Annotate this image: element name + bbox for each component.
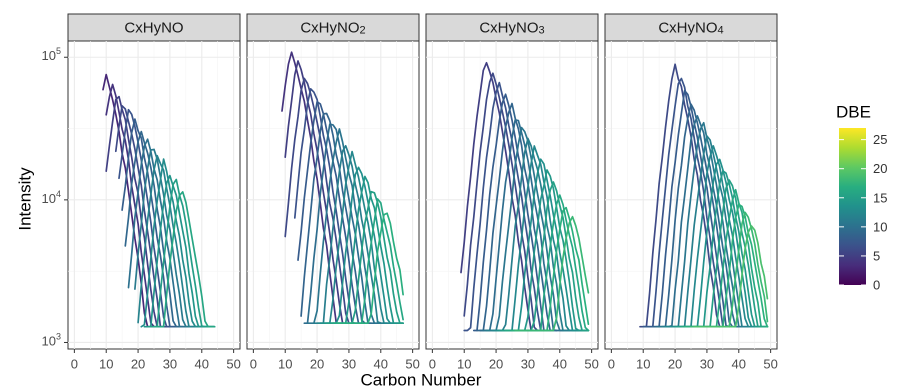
dbe-series-line — [463, 72, 539, 332]
dbe-series-line — [153, 191, 216, 328]
y-tick-label: 105 — [42, 46, 61, 63]
x-tick-label: 0 — [71, 357, 78, 372]
dbe-series-line — [284, 60, 344, 325]
facet-strip-label: CxHyNO2 — [300, 19, 365, 37]
x-axis: 0 10 20 30 40 50 0 10 20 30 40 50 0 10 20 30 40 50 0 10 20 30… — [71, 349, 778, 372]
dbe-series-line — [105, 95, 165, 328]
facet-strip — [246, 13, 420, 42]
dbe-series-line — [297, 100, 366, 325]
facet-panels: CxHyNO CxHyNO2 CxHyNO3 CxHyNO4 — [67, 13, 778, 350]
dbe-series-line — [693, 225, 769, 328]
x-tick-label: 40 — [732, 357, 746, 372]
x-tick-label: 40 — [195, 357, 209, 372]
dbe-series-line — [472, 93, 552, 332]
x-tick-label: 20 — [489, 357, 503, 372]
legend: DBE 0 5 10 15 20 25 — [836, 103, 887, 293]
dbe-series-line — [146, 178, 216, 328]
legend-tick-label: 0 — [873, 278, 880, 293]
dbe-series-line — [124, 130, 190, 328]
dbe-series-line — [479, 119, 564, 332]
x-tick-label: 10 — [457, 357, 471, 372]
facet-strip-label: CxHyNO3 — [479, 19, 544, 37]
legend-tick-label: 20 — [873, 161, 887, 176]
legend-tick-label: 5 — [873, 248, 880, 263]
x-tick-label: 0 — [608, 357, 615, 372]
dbe-series-line — [306, 128, 388, 325]
x-tick-label: 10 — [636, 357, 650, 372]
y-tick-label: 104 — [42, 189, 61, 206]
facet-panel: CxHyNO — [67, 13, 241, 350]
x-tick-label: 30 — [342, 357, 356, 372]
y-tick-label: 103 — [42, 331, 61, 348]
dbe-series-line — [482, 126, 571, 332]
x-tick-label: 50 — [405, 357, 419, 372]
x-tick-label: 40 — [553, 357, 567, 372]
x-axis-title: Carbon Number — [361, 371, 482, 388]
x-tick-label: 30 — [163, 357, 177, 372]
x-tick-label: 10 — [278, 357, 292, 372]
facet-strip — [604, 13, 778, 42]
x-tick-label: 20 — [310, 357, 324, 372]
facet-strip-label: CxHyNO4 — [658, 19, 723, 37]
dbe-series-line — [651, 103, 737, 328]
dbe-series-line — [316, 150, 404, 325]
x-tick-label: 30 — [521, 357, 535, 372]
dbe-series-line — [642, 77, 724, 328]
x-tick-label: 50 — [226, 357, 240, 372]
facet-panel: CxHyNO4 — [604, 13, 778, 350]
y-axis: 103 104 105 — [42, 46, 68, 348]
legend-colorbar — [839, 128, 866, 285]
dbe-series-line — [514, 215, 590, 332]
x-tick-label: 50 — [584, 357, 598, 372]
x-tick-label: 10 — [99, 357, 113, 372]
facet-panel: CxHyNO3 — [425, 13, 599, 350]
dbe-series-line — [313, 144, 395, 325]
x-tick-label: 0 — [429, 357, 436, 372]
dbe-series-line — [127, 138, 197, 328]
legend-tick-label: 25 — [873, 132, 887, 147]
dbe-series-line — [476, 102, 558, 332]
dbe-series-line — [300, 112, 373, 325]
x-tick-label: 40 — [374, 357, 388, 372]
dbe-series-line — [335, 212, 404, 325]
dbe-series-line — [121, 118, 184, 328]
facet-strip — [425, 13, 599, 42]
facet-strip-label: CxHyNO — [124, 19, 183, 36]
y-axis-title: Intensity — [16, 167, 35, 231]
dbe-series-line — [118, 108, 178, 328]
x-tick-label: 50 — [763, 357, 777, 372]
dbe-series-line — [460, 61, 532, 332]
legend-tick-label: 10 — [873, 219, 887, 234]
facet-panel: CxHyNO2 — [246, 13, 420, 350]
x-tick-label: 20 — [131, 357, 145, 372]
legend-title: DBE — [836, 103, 871, 122]
dbe-series-line — [463, 81, 545, 332]
legend-tick-label: 15 — [873, 190, 887, 205]
x-tick-label: 20 — [668, 357, 682, 372]
dbe-series-line — [281, 51, 338, 324]
x-tick-label: 0 — [250, 357, 257, 372]
x-tick-label: 30 — [700, 357, 714, 372]
facet-strip — [67, 13, 241, 42]
